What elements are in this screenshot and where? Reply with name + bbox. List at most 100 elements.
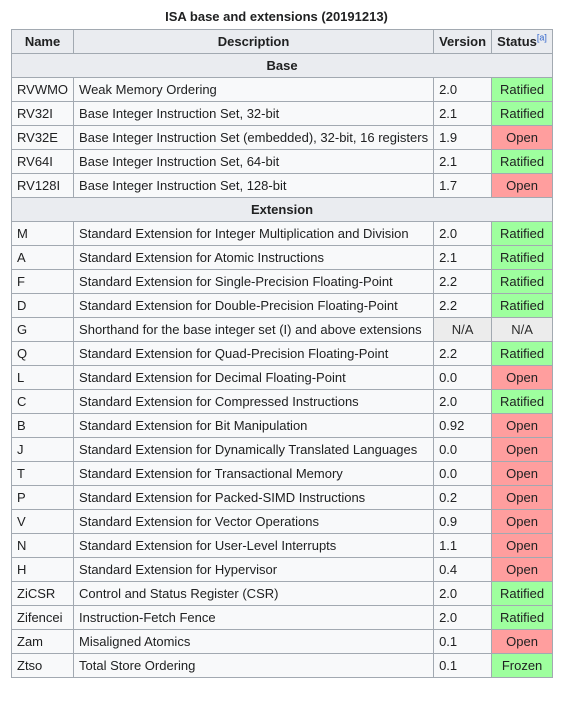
- cell-version: 0.9: [433, 509, 493, 534]
- table-row: C Standard Extension for Compressed Instr…: [10, 389, 554, 414]
- table-row: L Standard Extension for Decimal Floating…: [10, 365, 554, 390]
- cell-description: Total Store Ordering: [73, 653, 435, 678]
- header-description[interactable]: Description: [73, 29, 435, 54]
- cell-description: Instruction-Fetch Fence: [73, 605, 435, 630]
- header-name[interactable]: Name: [10, 29, 75, 54]
- table-row: A Standard Extension for Atomic Instructi…: [10, 245, 554, 270]
- header-row: Name Description Version Status[a]: [10, 29, 554, 54]
- cell-status: Open: [491, 629, 554, 654]
- header-version[interactable]: Version: [433, 29, 493, 54]
- cell-version: 0.1: [433, 653, 493, 678]
- cell-version: 0.1: [433, 629, 493, 654]
- cell-name: RV128I: [10, 173, 75, 198]
- cell-name: RV32I: [10, 101, 75, 126]
- footnote-link[interactable]: [a]: [536, 32, 547, 43]
- cell-version: 2.0: [433, 605, 493, 630]
- cell-status: Ratified: [491, 149, 554, 174]
- cell-description: Standard Extension for Integer Multiplic…: [73, 221, 435, 246]
- table-row: ZiCSR Control and Status Register (CSR) 2.…: [10, 581, 554, 606]
- cell-version: 2.1: [433, 245, 493, 270]
- cell-description: Weak Memory Ordering: [73, 77, 435, 102]
- table-row: H Standard Extension for Hypervisor 0.4 Ope…: [10, 557, 554, 582]
- cell-status: Open: [491, 461, 554, 486]
- table-row: Q Standard Extension for Quad-Precision F…: [10, 341, 554, 366]
- cell-description: Standard Extension for Hypervisor: [73, 557, 435, 582]
- cell-status: Open: [491, 533, 554, 558]
- cell-version: 2.2: [433, 341, 493, 366]
- cell-status: Ratified: [491, 605, 554, 630]
- cell-name: RV64I: [10, 149, 75, 174]
- cell-version: 2.0: [433, 389, 493, 414]
- cell-description: Standard Extension for Quad-Precision Fl…: [73, 341, 435, 366]
- table-row: F Standard Extension for Single-Precision…: [10, 269, 554, 294]
- section-header-row: Base: [10, 53, 554, 78]
- table-row: B Standard Extension for Bit Manipulation…: [10, 413, 554, 438]
- cell-status: Frozen: [491, 653, 554, 678]
- cell-status: Ratified: [491, 293, 554, 318]
- table-row: D Standard Extension for Double-Precision…: [10, 293, 554, 318]
- cell-description: Standard Extension for Single-Precision …: [73, 269, 435, 294]
- table-caption: ISA base and extensions (20191213): [165, 9, 388, 24]
- cell-name: L: [10, 365, 75, 390]
- cell-name: Ztso: [10, 653, 75, 678]
- cell-status: N/A: [491, 317, 554, 342]
- cell-version: 2.1: [433, 149, 493, 174]
- cell-status: Ratified: [491, 245, 554, 270]
- cell-status: Open: [491, 413, 554, 438]
- cell-version: 1.1: [433, 533, 493, 558]
- cell-version: 2.2: [433, 293, 493, 318]
- cell-description: Standard Extension for User-Level Interr…: [73, 533, 435, 558]
- cell-description: Base Integer Instruction Set, 32-bit: [73, 101, 435, 126]
- cell-name: ZiCSR: [10, 581, 75, 606]
- cell-status: Open: [491, 509, 554, 534]
- cell-version: 2.2: [433, 269, 493, 294]
- cell-description: Standard Extension for Bit Manipulation: [73, 413, 435, 438]
- cell-name: G: [10, 317, 75, 342]
- cell-description: Standard Extension for Double-Precision …: [73, 293, 435, 318]
- cell-status: Open: [491, 557, 554, 582]
- cell-name: J: [10, 437, 75, 462]
- isa-table: Name Description Version Status[a] Base R…: [10, 29, 554, 678]
- cell-name: T: [10, 461, 75, 486]
- cell-status: Open: [491, 437, 554, 462]
- table-row: N Standard Extension for User-Level Inter…: [10, 533, 554, 558]
- table-row: Zifencei Instruction-Fetch Fence 2.0 Ratifi…: [10, 605, 554, 630]
- cell-name: V: [10, 509, 75, 534]
- cell-name: N: [10, 533, 75, 558]
- cell-version: 0.4: [433, 557, 493, 582]
- table-row: RV64I Base Integer Instruction Set, 64-bi…: [10, 149, 554, 174]
- cell-description: Standard Extension for Transactional Mem…: [73, 461, 435, 486]
- header-status-label: Status: [497, 33, 537, 49]
- cell-name: B: [10, 413, 75, 438]
- cell-description: Standard Extension for Compressed Instru…: [73, 389, 435, 414]
- section-header-row: Extension: [10, 197, 554, 222]
- cell-name: C: [10, 389, 75, 414]
- table-row: V Standard Extension for Vector Operation…: [10, 509, 554, 534]
- cell-description: Standard Extension for Dynamically Trans…: [73, 437, 435, 462]
- cell-status: Ratified: [491, 101, 554, 126]
- cell-description: Misaligned Atomics: [73, 629, 435, 654]
- cell-status: Ratified: [491, 77, 554, 102]
- table-row: P Standard Extension for Packed-SIMD Inst…: [10, 485, 554, 510]
- cell-version: 2.0: [433, 581, 493, 606]
- cell-name: P: [10, 485, 75, 510]
- cell-description: Base Integer Instruction Set, 64-bit: [73, 149, 435, 174]
- table-row: M Standard Extension for Integer Multipli…: [10, 221, 554, 246]
- cell-status: Ratified: [491, 389, 554, 414]
- cell-description: Base Integer Instruction Set (embedded),…: [73, 125, 435, 150]
- table-row: G Shorthand for the base integer set (I) …: [10, 317, 554, 342]
- cell-version: 0.92: [433, 413, 493, 438]
- cell-version: 0.0: [433, 461, 493, 486]
- cell-status: Open: [491, 125, 554, 150]
- table-row: T Standard Extension for Transactional Me…: [10, 461, 554, 486]
- cell-name: A: [10, 245, 75, 270]
- table-row: J Standard Extension for Dynamically Tran…: [10, 437, 554, 462]
- cell-status: Ratified: [491, 269, 554, 294]
- header-status[interactable]: Status[a]: [491, 29, 554, 54]
- cell-description: Base Integer Instruction Set, 128-bit: [73, 173, 435, 198]
- cell-description: Control and Status Register (CSR): [73, 581, 435, 606]
- cell-name: RV32E: [10, 125, 75, 150]
- cell-version: N/A: [433, 317, 493, 342]
- cell-version: 2.0: [433, 77, 493, 102]
- table-row: RV32E Base Integer Instruction Set (embed…: [10, 125, 554, 150]
